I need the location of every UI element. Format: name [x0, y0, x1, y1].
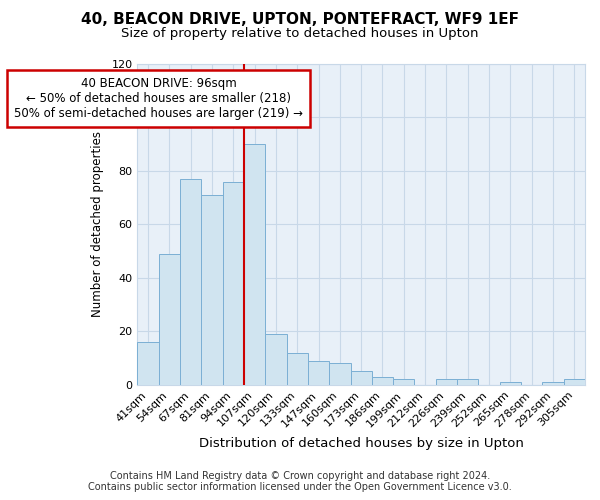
Bar — [500, 382, 521, 385]
Bar — [137, 342, 158, 385]
Bar — [287, 352, 308, 385]
Bar — [372, 377, 393, 385]
Bar — [265, 334, 287, 385]
Bar — [350, 372, 372, 385]
Bar — [457, 380, 478, 385]
X-axis label: Distribution of detached houses by size in Upton: Distribution of detached houses by size … — [199, 437, 524, 450]
Bar — [542, 382, 563, 385]
Text: 40 BEACON DRIVE: 96sqm
← 50% of detached houses are smaller (218)
50% of semi-de: 40 BEACON DRIVE: 96sqm ← 50% of detached… — [14, 78, 303, 120]
Bar — [158, 254, 180, 385]
Y-axis label: Number of detached properties: Number of detached properties — [91, 132, 104, 318]
Bar — [202, 195, 223, 385]
Bar — [308, 361, 329, 385]
Text: Contains HM Land Registry data © Crown copyright and database right 2024.
Contai: Contains HM Land Registry data © Crown c… — [88, 471, 512, 492]
Bar — [180, 179, 202, 385]
Bar — [436, 380, 457, 385]
Bar — [563, 380, 585, 385]
Bar — [244, 144, 265, 385]
Bar — [329, 364, 350, 385]
Text: 40, BEACON DRIVE, UPTON, PONTEFRACT, WF9 1EF: 40, BEACON DRIVE, UPTON, PONTEFRACT, WF9… — [81, 12, 519, 28]
Bar — [223, 182, 244, 385]
Text: Size of property relative to detached houses in Upton: Size of property relative to detached ho… — [121, 28, 479, 40]
Bar — [393, 380, 415, 385]
